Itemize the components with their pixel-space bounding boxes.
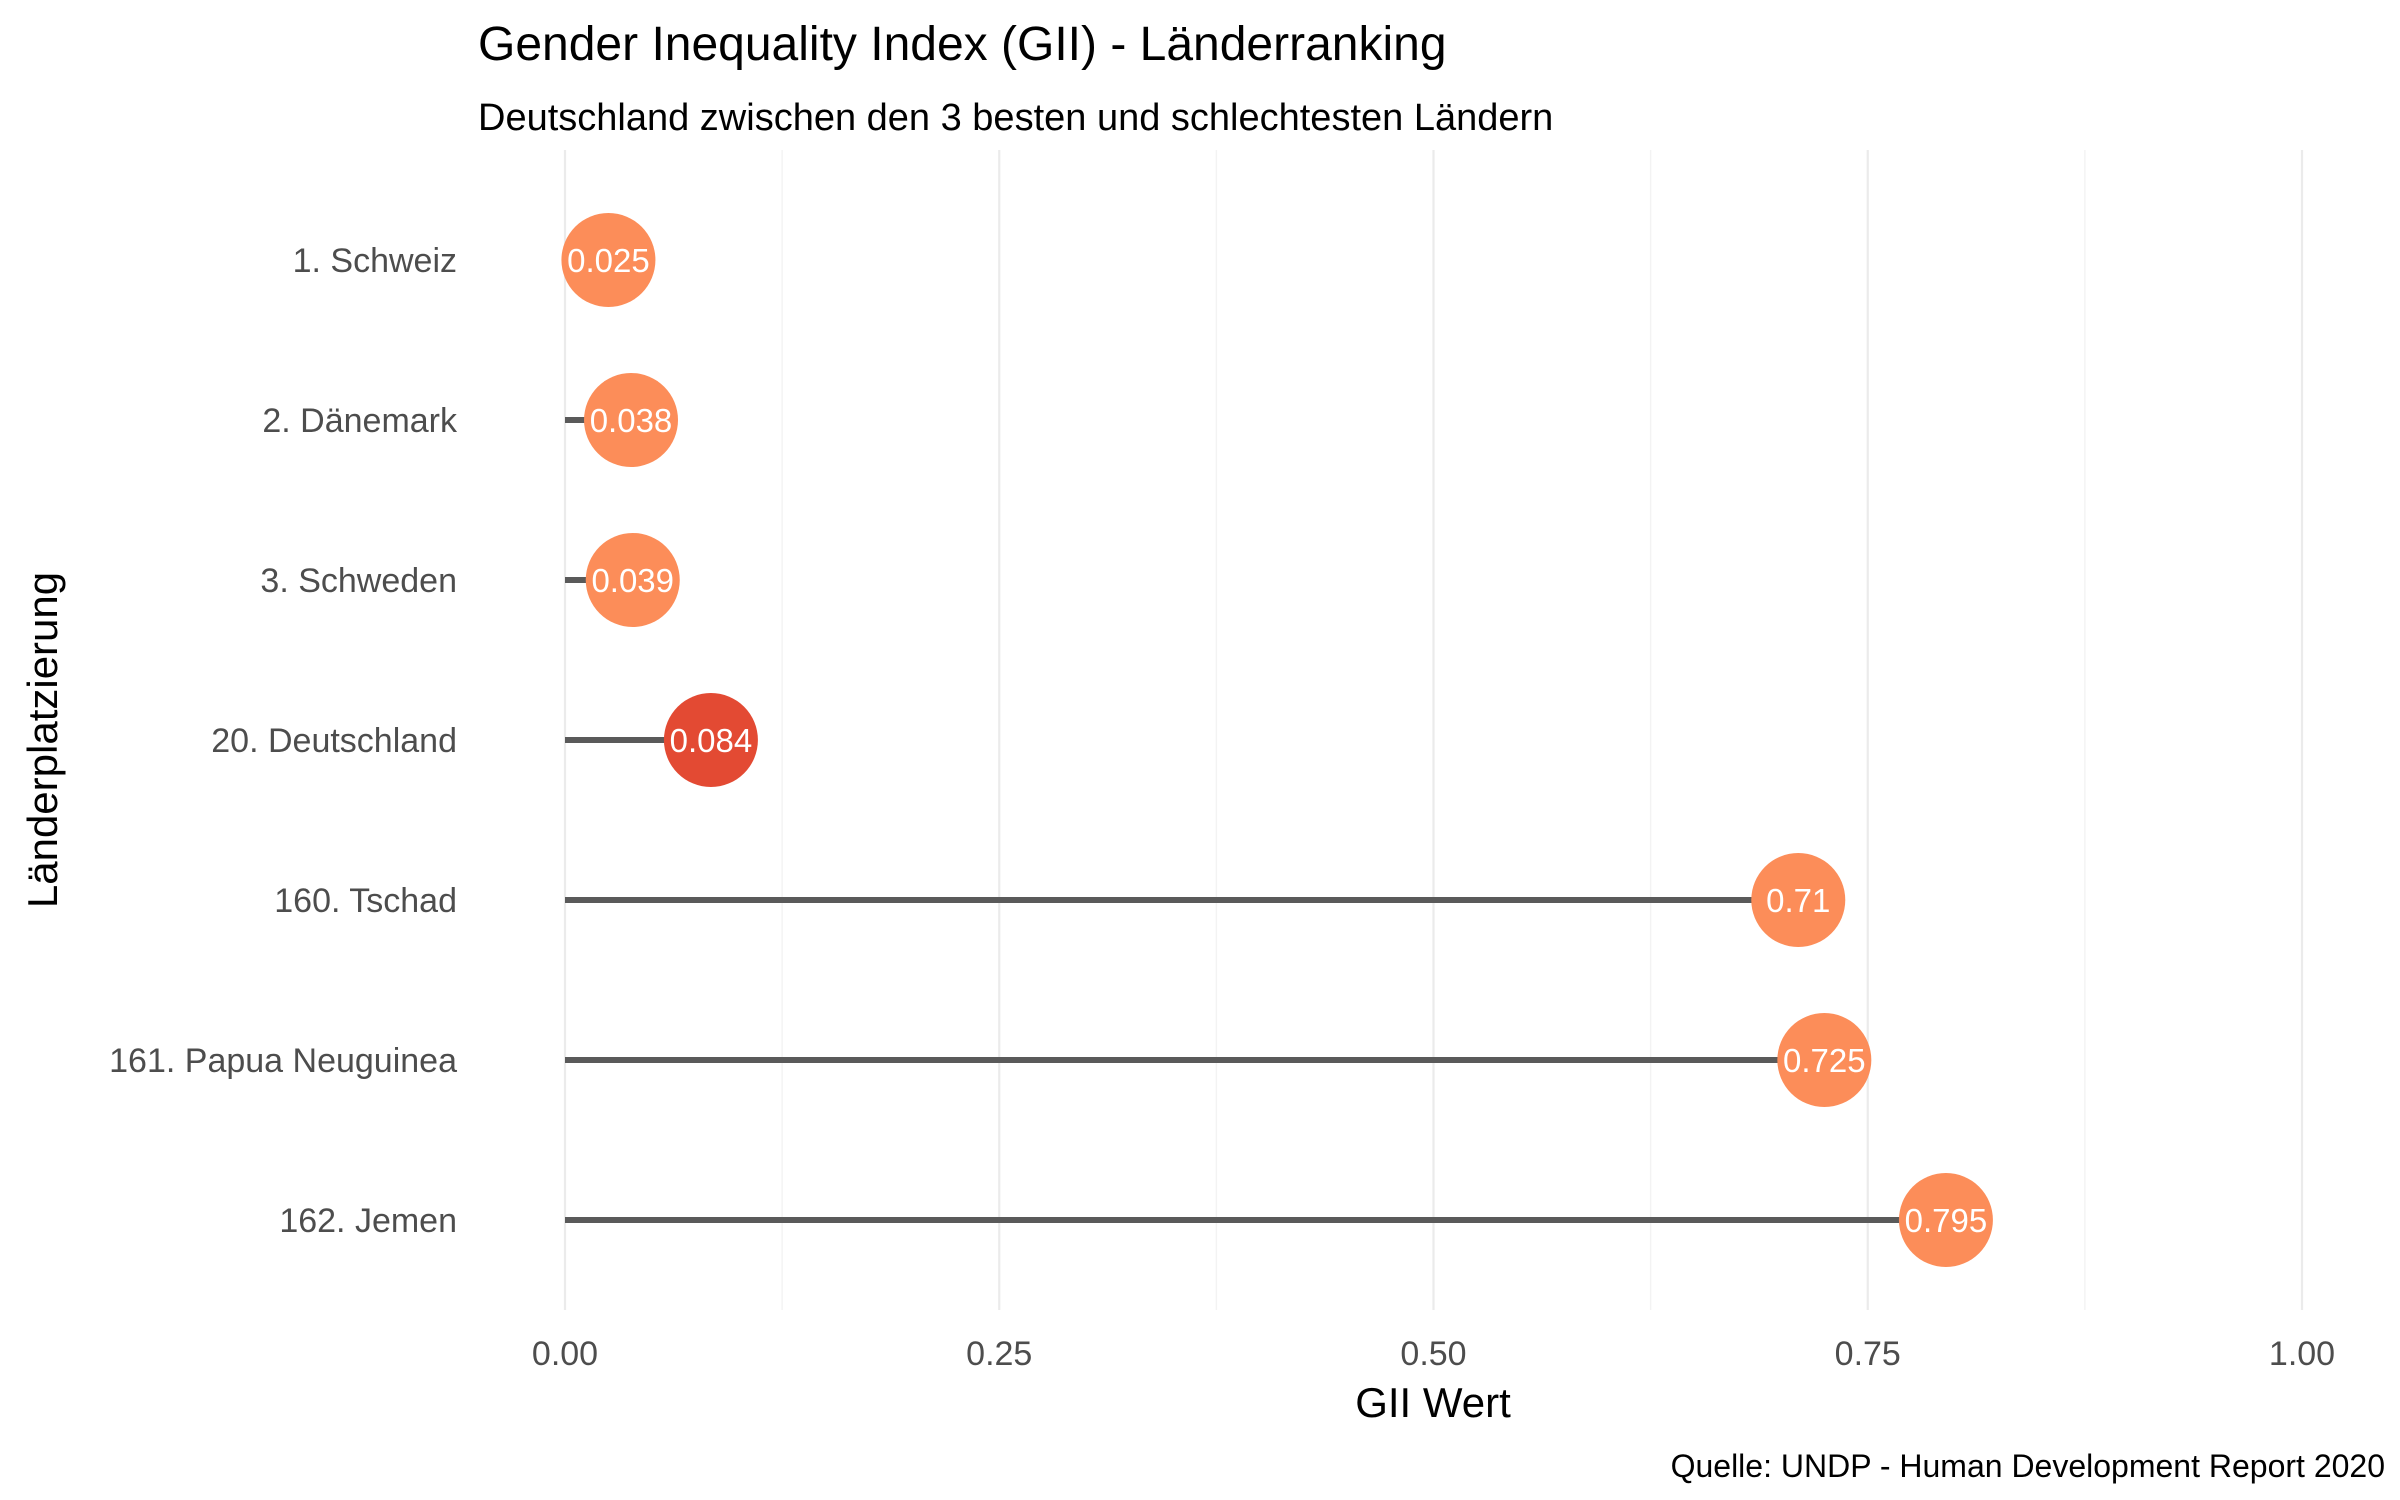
category-label: 162. Jemen bbox=[279, 1202, 457, 1240]
category-label: 2. Dänemark bbox=[262, 402, 458, 440]
value-label: 0.084 bbox=[670, 722, 753, 759]
value-label: 0.039 bbox=[591, 562, 674, 599]
value-label: 0.025 bbox=[567, 242, 650, 279]
lollipop-points: 0.025 0.038 0.039 0.084 0.71 0.725 0.795 bbox=[561, 213, 1993, 1267]
lollipop-point bbox=[561, 213, 656, 307]
category-label: 3. Schweden bbox=[260, 562, 457, 600]
lollipop-point bbox=[663, 693, 758, 787]
x-tick-label: 0.25 bbox=[966, 1335, 1032, 1373]
x-tick-label: 0.75 bbox=[1835, 1335, 1901, 1373]
chart-caption: Quelle: UNDP - Human Development Report … bbox=[1671, 1448, 2385, 1484]
chart-subtitle: Deutschland zwischen den 3 besten und sc… bbox=[478, 97, 1553, 139]
lollipop-point bbox=[1751, 853, 1846, 947]
x-tick-label: 0.00 bbox=[532, 1335, 598, 1373]
category-label: 1. Schweiz bbox=[293, 242, 457, 280]
y-axis-category-labels: 1. Schweiz 2. Dänemark 3. Schweden 20. Deut… bbox=[109, 242, 458, 1240]
x-tick-label: 1.00 bbox=[2269, 1335, 2335, 1373]
value-label: 0.725 bbox=[1783, 1042, 1866, 1079]
category-label: 161. Papua Neuguinea bbox=[109, 1042, 457, 1080]
value-label: 0.795 bbox=[1905, 1202, 1988, 1239]
lollipop-point bbox=[1898, 1173, 1993, 1267]
x-tick-label: 0.50 bbox=[1400, 1335, 1466, 1373]
y-axis-title: Länderplatzierung bbox=[19, 572, 66, 908]
x-axis-tick-labels: 0.00 0.25 0.50 0.75 1.00 bbox=[532, 1335, 2335, 1373]
lollipop-point bbox=[1777, 1013, 1872, 1107]
lollipop-point bbox=[585, 533, 680, 627]
value-label: 0.038 bbox=[590, 402, 673, 439]
lollipop-point bbox=[584, 373, 679, 467]
category-label: 160. Tschad bbox=[274, 882, 457, 920]
value-label: 0.71 bbox=[1766, 882, 1830, 919]
grid-lines bbox=[563, 150, 2304, 1310]
x-axis-title: GII Wert bbox=[1355, 1379, 1511, 1426]
chart-title: Gender Inequality Index (GII) - Länderra… bbox=[478, 18, 1447, 71]
lollipop-stems bbox=[565, 257, 1946, 1223]
category-label: 20. Deutschland bbox=[211, 722, 457, 760]
